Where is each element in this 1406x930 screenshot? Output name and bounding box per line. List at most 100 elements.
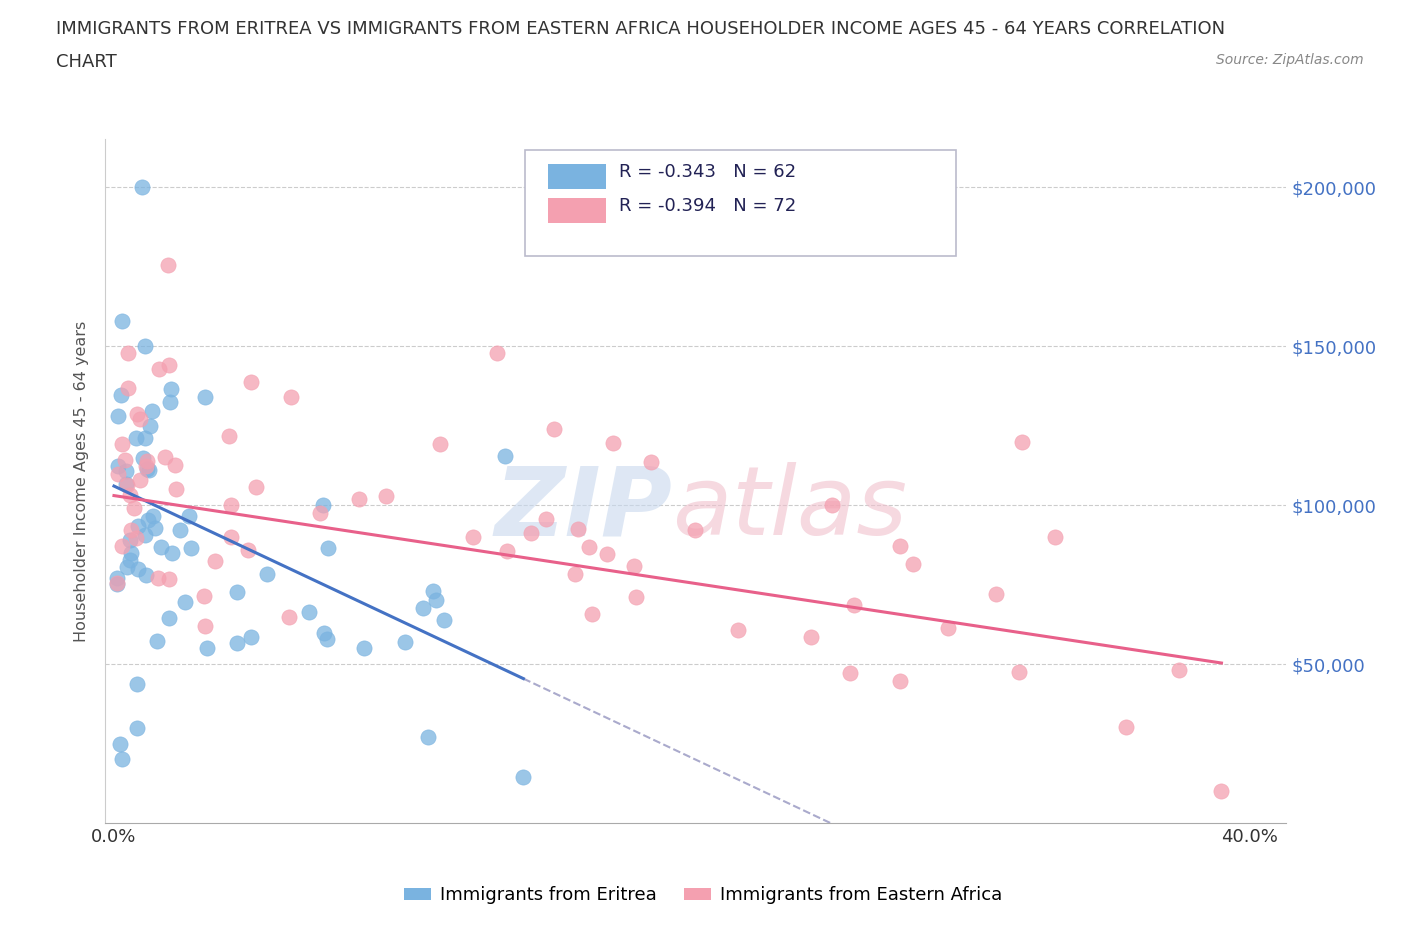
FancyBboxPatch shape bbox=[548, 198, 606, 223]
Point bbox=[146, 633, 169, 648]
Point bbox=[193, 589, 215, 604]
Point bbox=[1043, 529, 1066, 544]
FancyBboxPatch shape bbox=[524, 150, 956, 256]
Point bbox=[114, 464, 136, 479]
Point bbox=[821, 498, 844, 512]
Point bbox=[135, 567, 157, 582]
Point bbox=[180, 540, 202, 555]
Point bbox=[149, 539, 172, 554]
Point bbox=[118, 552, 141, 567]
Point bbox=[160, 546, 183, 561]
Point bbox=[157, 610, 180, 625]
Point bbox=[118, 487, 141, 502]
Point bbox=[280, 390, 302, 405]
Point bbox=[219, 498, 242, 512]
Point bbox=[156, 258, 179, 272]
Text: IMMIGRANTS FROM ERITREA VS IMMIGRANTS FROM EASTERN AFRICA HOUSEHOLDER INCOME AGE: IMMIGRANTS FROM ERITREA VS IMMIGRANTS FR… bbox=[56, 20, 1226, 38]
Point bbox=[245, 480, 267, 495]
Point bbox=[204, 553, 226, 568]
Point bbox=[115, 476, 138, 491]
Point bbox=[463, 530, 485, 545]
Point bbox=[120, 532, 142, 547]
Point bbox=[347, 491, 370, 506]
Point bbox=[177, 509, 200, 524]
Point bbox=[278, 610, 301, 625]
Point bbox=[578, 540, 600, 555]
Point bbox=[110, 387, 132, 402]
Point bbox=[520, 525, 543, 540]
Point bbox=[219, 530, 242, 545]
Point bbox=[111, 752, 134, 767]
Point bbox=[901, 556, 924, 571]
Point bbox=[138, 513, 160, 528]
Point bbox=[157, 572, 180, 587]
Point bbox=[141, 404, 163, 418]
Point bbox=[543, 421, 565, 436]
Point bbox=[117, 381, 139, 396]
Point bbox=[127, 677, 149, 692]
Point bbox=[623, 558, 645, 573]
Point bbox=[153, 450, 176, 465]
Text: atlas: atlas bbox=[672, 462, 907, 555]
Point bbox=[125, 530, 148, 545]
Point bbox=[889, 538, 911, 553]
Point bbox=[169, 523, 191, 538]
Point bbox=[117, 560, 139, 575]
Point bbox=[1211, 784, 1233, 799]
Point bbox=[433, 613, 456, 628]
Point bbox=[429, 436, 451, 451]
Point bbox=[564, 566, 586, 581]
Point bbox=[298, 604, 321, 619]
Point bbox=[134, 527, 156, 542]
Point bbox=[105, 575, 128, 590]
Point bbox=[416, 729, 439, 744]
Point bbox=[135, 458, 157, 473]
Point bbox=[128, 411, 150, 426]
Point bbox=[163, 458, 186, 472]
Text: R = -0.394   N = 72: R = -0.394 N = 72 bbox=[619, 197, 796, 215]
Point bbox=[157, 358, 180, 373]
Point bbox=[315, 631, 337, 646]
Point bbox=[375, 488, 398, 503]
Point bbox=[124, 501, 146, 516]
Point bbox=[128, 472, 150, 487]
Point bbox=[685, 523, 707, 538]
Text: Source: ZipAtlas.com: Source: ZipAtlas.com bbox=[1216, 53, 1364, 67]
Point bbox=[1011, 434, 1033, 449]
Point bbox=[984, 587, 1007, 602]
Point bbox=[148, 362, 170, 377]
Point bbox=[125, 407, 148, 422]
Point bbox=[889, 674, 911, 689]
Point bbox=[134, 431, 156, 445]
Point bbox=[165, 482, 187, 497]
Point bbox=[596, 547, 619, 562]
Point bbox=[316, 540, 339, 555]
Point bbox=[111, 437, 134, 452]
Point bbox=[138, 462, 160, 477]
Point bbox=[105, 570, 128, 585]
Point bbox=[494, 448, 516, 463]
Point bbox=[114, 453, 136, 468]
Point bbox=[496, 544, 519, 559]
Point bbox=[312, 625, 335, 640]
Point bbox=[309, 506, 332, 521]
Point bbox=[394, 634, 416, 649]
Point bbox=[839, 666, 862, 681]
Point bbox=[111, 313, 134, 328]
Point bbox=[107, 466, 129, 481]
FancyBboxPatch shape bbox=[548, 164, 606, 189]
Point bbox=[353, 641, 375, 656]
Point bbox=[581, 606, 603, 621]
Point bbox=[239, 375, 262, 390]
Point bbox=[1115, 719, 1137, 734]
Point bbox=[256, 566, 278, 581]
Text: ZIP: ZIP bbox=[495, 462, 672, 555]
Point bbox=[120, 523, 142, 538]
Point bbox=[131, 179, 153, 194]
Point bbox=[125, 720, 148, 735]
Point bbox=[194, 390, 217, 405]
Point bbox=[132, 451, 155, 466]
Point bbox=[602, 435, 624, 450]
Point bbox=[512, 769, 534, 784]
Point bbox=[107, 408, 129, 423]
